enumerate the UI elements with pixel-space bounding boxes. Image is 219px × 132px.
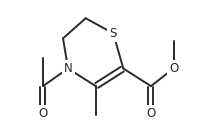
Text: O: O — [169, 62, 178, 75]
Text: O: O — [38, 107, 48, 120]
Text: O: O — [146, 107, 155, 120]
Text: S: S — [110, 27, 117, 40]
Text: N: N — [64, 62, 72, 75]
